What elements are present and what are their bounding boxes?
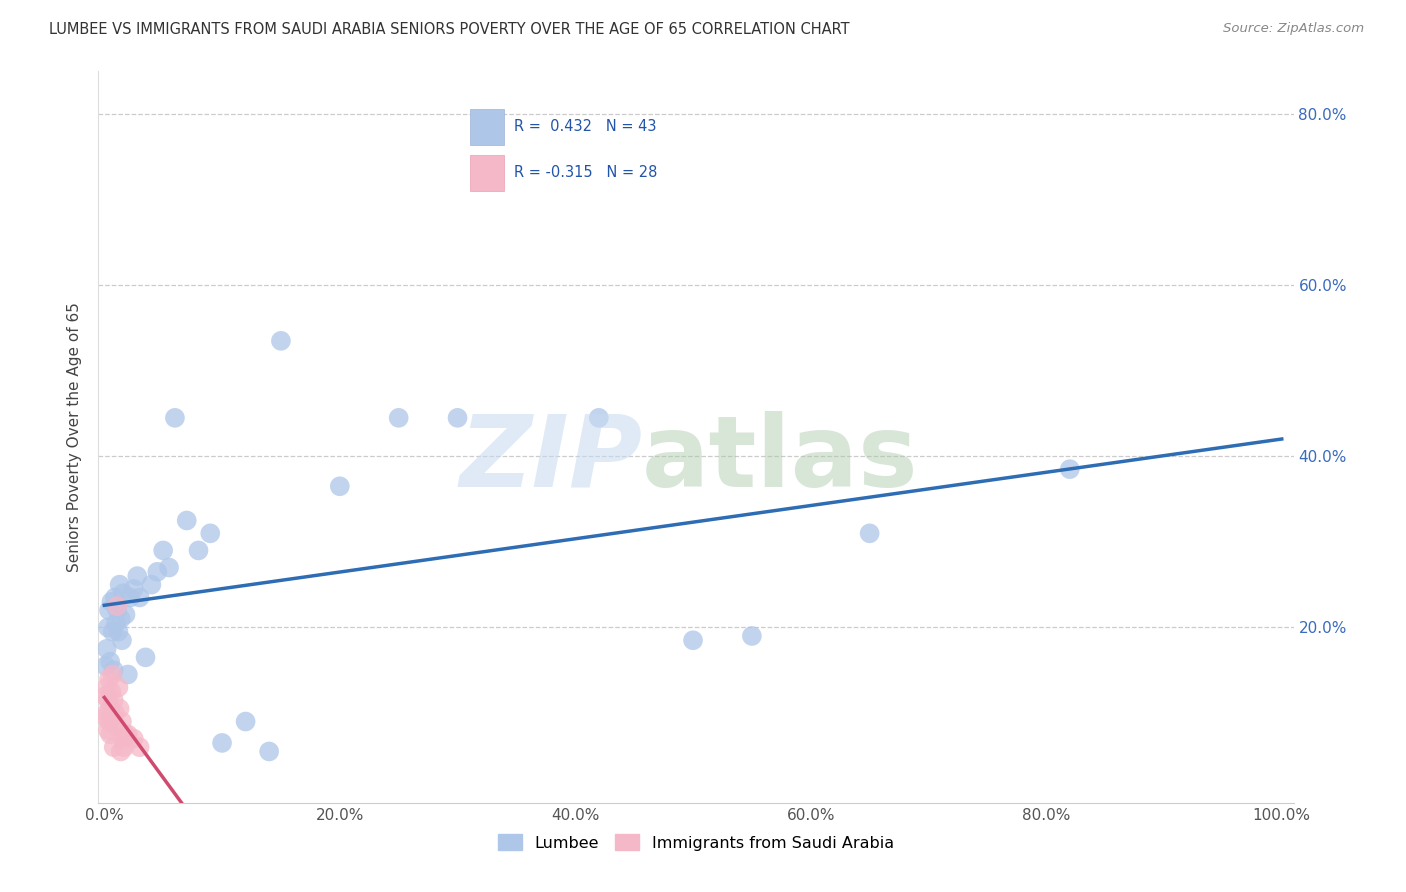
Point xyxy=(235,714,257,729)
Point xyxy=(200,526,222,541)
Point xyxy=(117,727,139,741)
Point xyxy=(100,684,122,698)
Point xyxy=(94,659,117,673)
Point xyxy=(122,582,145,596)
Point xyxy=(98,655,121,669)
Point xyxy=(127,569,149,583)
Point xyxy=(257,744,280,758)
Point xyxy=(100,595,122,609)
Point xyxy=(98,727,121,741)
Point xyxy=(329,479,352,493)
Point xyxy=(117,667,139,681)
Text: LUMBEE VS IMMIGRANTS FROM SAUDI ARABIA SENIORS POVERTY OVER THE AGE OF 65 CORREL: LUMBEE VS IMMIGRANTS FROM SAUDI ARABIA S… xyxy=(49,22,849,37)
Text: Source: ZipAtlas.com: Source: ZipAtlas.com xyxy=(1223,22,1364,36)
Point xyxy=(146,565,169,579)
Point xyxy=(446,410,468,425)
Point xyxy=(98,672,121,686)
Point xyxy=(101,710,124,724)
Point xyxy=(176,514,198,528)
Point xyxy=(97,620,120,634)
Point xyxy=(103,693,125,707)
Point xyxy=(107,681,129,695)
Point xyxy=(187,543,209,558)
Point xyxy=(96,681,118,695)
Point xyxy=(111,714,134,729)
Point xyxy=(111,633,134,648)
Point xyxy=(96,706,118,720)
Point xyxy=(104,591,127,605)
Point xyxy=(163,410,186,425)
Point xyxy=(108,577,131,591)
Point xyxy=(270,334,292,348)
Point xyxy=(110,744,132,758)
Point xyxy=(112,740,135,755)
Point xyxy=(120,591,142,605)
Point xyxy=(128,591,150,605)
Point xyxy=(157,560,180,574)
Legend: Lumbee, Immigrants from Saudi Arabia: Lumbee, Immigrants from Saudi Arabia xyxy=(492,828,900,857)
Point xyxy=(94,689,117,703)
Point xyxy=(741,629,763,643)
Point xyxy=(114,727,136,741)
Point xyxy=(108,702,131,716)
Point xyxy=(105,719,128,733)
Text: atlas: atlas xyxy=(643,410,918,508)
Point xyxy=(104,706,127,720)
Point xyxy=(122,731,145,746)
Point xyxy=(97,723,120,737)
Point xyxy=(105,603,128,617)
Point xyxy=(114,607,136,622)
Point xyxy=(105,616,128,631)
Point xyxy=(98,603,121,617)
Point xyxy=(211,736,233,750)
Point xyxy=(110,612,132,626)
Y-axis label: Seniors Poverty Over the Age of 65: Seniors Poverty Over the Age of 65 xyxy=(67,302,83,572)
Point xyxy=(141,577,163,591)
Point xyxy=(859,526,882,541)
Point xyxy=(1059,462,1081,476)
Point xyxy=(112,586,135,600)
Point xyxy=(105,599,128,613)
Point xyxy=(682,633,704,648)
Point xyxy=(588,410,610,425)
Point xyxy=(101,667,124,681)
Point xyxy=(152,543,174,558)
Point xyxy=(98,714,121,729)
Point xyxy=(134,650,156,665)
Point xyxy=(128,740,150,755)
Text: ZIP: ZIP xyxy=(460,410,643,508)
Point xyxy=(94,710,117,724)
Point xyxy=(103,740,125,755)
Point xyxy=(101,624,124,639)
Point xyxy=(107,624,129,639)
Point xyxy=(97,693,120,707)
Point xyxy=(112,731,135,746)
Point xyxy=(103,663,125,677)
Point xyxy=(96,641,118,656)
Point xyxy=(388,410,411,425)
Point xyxy=(98,702,121,716)
